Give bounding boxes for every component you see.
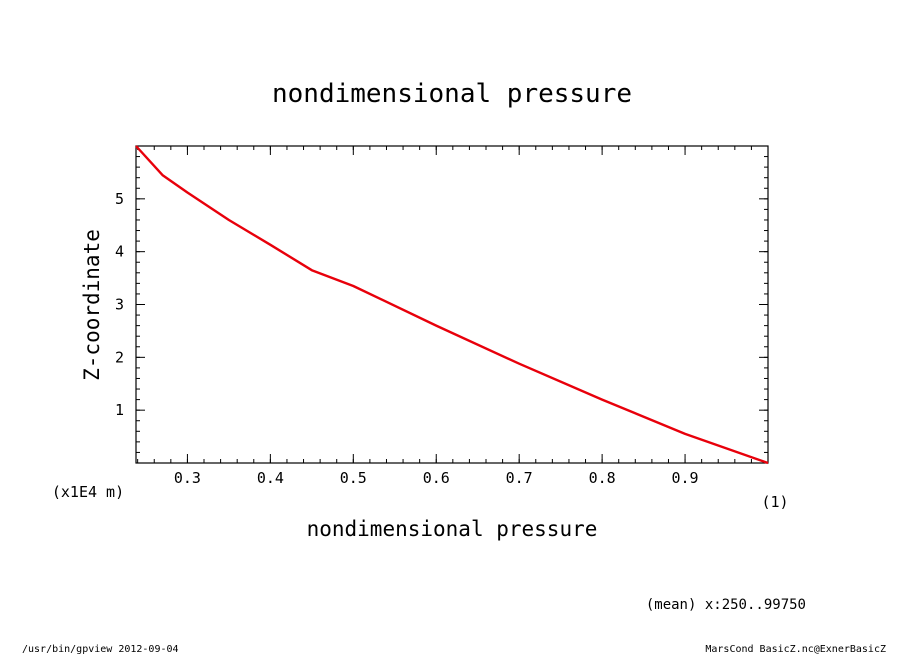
x-tick-label: 0.9	[672, 469, 699, 487]
mean-annotation: (mean) x:250..99750	[646, 597, 806, 613]
x-tick-label: 0.8	[589, 469, 616, 487]
footer-left: /usr/bin/gpview 2012-09-04	[22, 644, 179, 654]
footer-right: MarsCond_BasicZ.nc@ExnerBasicZ	[705, 644, 886, 654]
chart-title: nondimensional pressure	[272, 79, 632, 109]
y-axis-label: Z-coordinate	[80, 229, 104, 381]
y-tick-label: 5	[115, 190, 124, 208]
x-tick-label: 0.4	[257, 469, 284, 487]
series-line-0	[135, 145, 769, 465]
series-layer	[135, 145, 769, 465]
y-tick-label: 1	[115, 401, 124, 419]
y-axis-ticks: 1 2 3 4 5	[115, 156, 768, 453]
x-tick-label: 0.3	[174, 469, 201, 487]
x-tick-label: 0.7	[506, 469, 533, 487]
x-axis-label: nondimensional pressure	[307, 517, 598, 541]
y-tick-label: 3	[115, 296, 124, 314]
x-tick-label: 0.5	[340, 469, 367, 487]
x-tick-label: 0.6	[423, 469, 450, 487]
plot-frame	[135, 145, 769, 464]
y-tick-label: 2	[115, 348, 124, 366]
x-axis-ticks: 0.3 0.4 0.5 0.6 0.7 0.8 0.9	[137, 146, 769, 487]
y-axis-unit: (x1E4 m)	[52, 483, 124, 501]
x-axis-unit: (1)	[761, 493, 788, 511]
y-tick-label: 4	[115, 243, 124, 261]
